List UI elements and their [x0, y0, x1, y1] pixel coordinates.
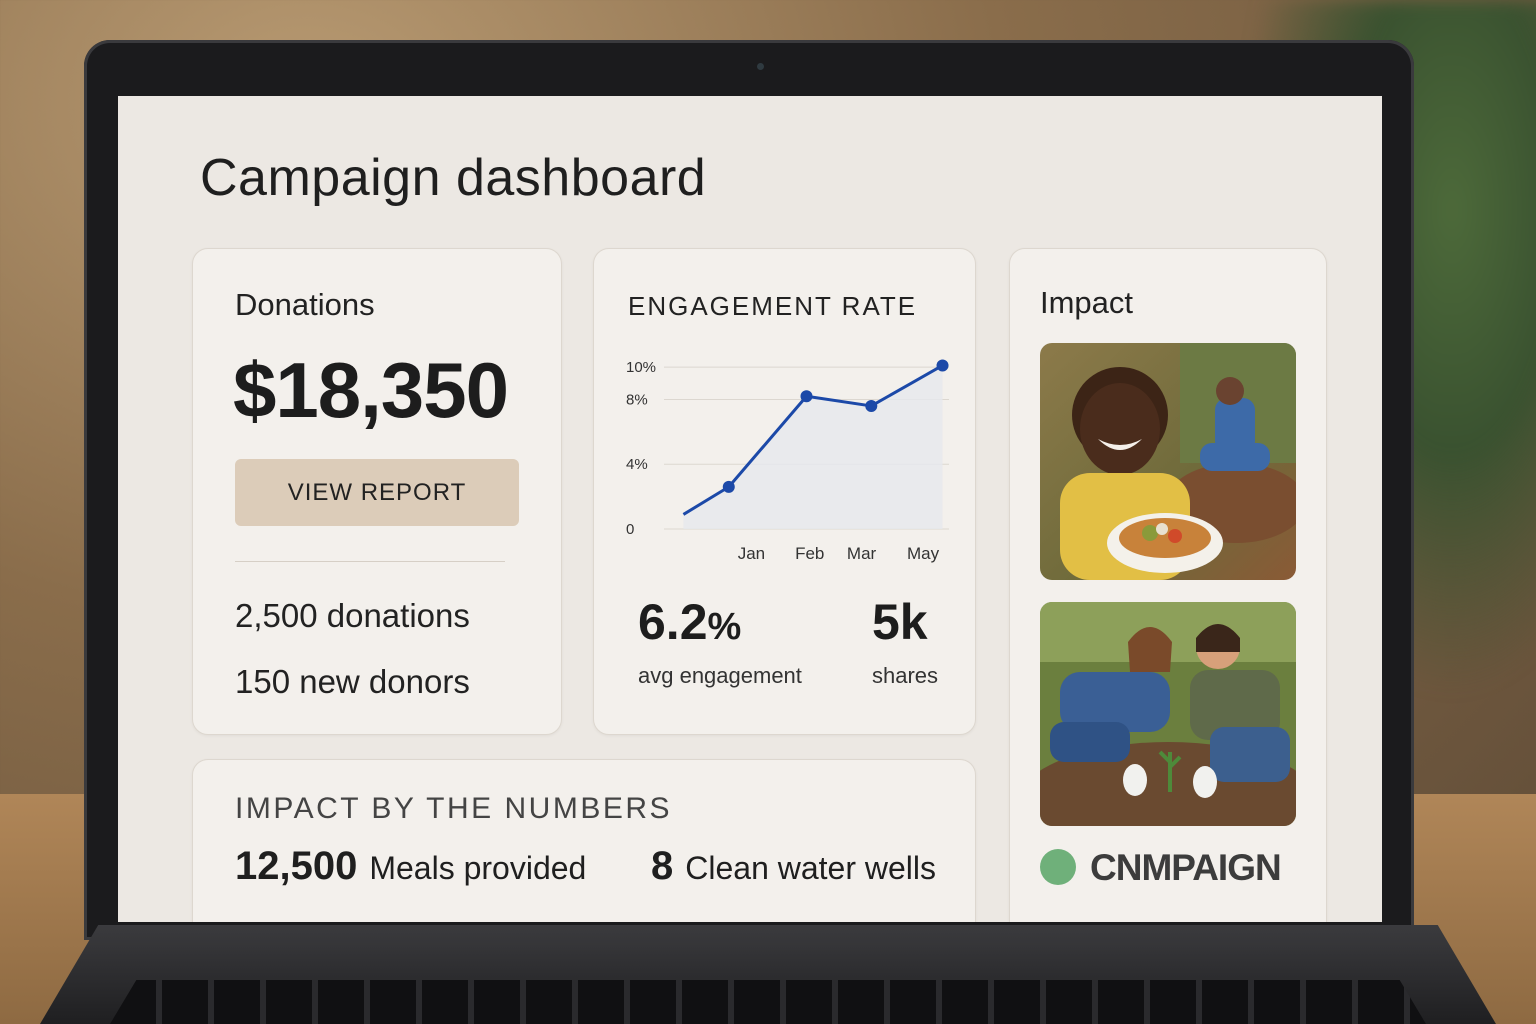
x-tick-label: May: [907, 544, 940, 563]
donations-amount: $18,350: [233, 346, 509, 434]
divider: [235, 561, 505, 562]
y-tick-label: 8%: [626, 391, 648, 408]
impact-card: Impact: [1009, 248, 1327, 922]
wells-stat: 8 Clean water wells: [651, 844, 936, 889]
dashboard-screen: Campaign dashboard Donations $18,350 VIE…: [118, 96, 1382, 922]
y-tick-label: 0: [626, 521, 634, 538]
engagement-title: ENGAGEMENT RATE: [628, 291, 918, 321]
y-tick-label: 4%: [626, 456, 648, 473]
donations-title: Donations: [235, 287, 375, 322]
volunteers-planting-photo: [1040, 602, 1296, 826]
shares-value: 5k: [872, 594, 928, 650]
avg-engagement-value: 6.2%: [638, 593, 741, 651]
page-title: Campaign dashboard: [200, 149, 707, 207]
impact-title: Impact: [1040, 285, 1134, 320]
shares-label: shares: [872, 663, 939, 688]
avg-engagement-number: 6.2: [638, 594, 708, 650]
donations-count: 2,500 donations: [235, 597, 470, 634]
engagement-card: ENGAGEMENT RATE 0 4% 8% 10% Jan Feb Mar May 6.2…: [593, 248, 976, 735]
meals-value: 12,500: [235, 844, 358, 888]
impact-numbers-card: IMPACT BY THE NUMBERS 12,500 Meals provid…: [192, 759, 976, 922]
data-point: [865, 399, 878, 412]
y-tick-label: 10%: [626, 359, 656, 376]
meals-stat: 12,500 Meals provided: [235, 844, 586, 889]
series-area: [683, 365, 943, 529]
child-photo-illustration: [1040, 343, 1296, 580]
child-with-food-photo: [1040, 343, 1296, 580]
engagement-line-chart: 0 4% 8% 10% Jan Feb Mar May: [626, 359, 949, 563]
meals-label: Meals provided: [369, 850, 587, 886]
avg-engagement-unit: %: [707, 606, 742, 648]
donations-card: Donations $18,350 VIEW REPORT 2,500 dona…: [192, 248, 562, 735]
view-report-button[interactable]: VIEW REPORT: [235, 459, 519, 526]
keyboard-keys: [110, 980, 1426, 1024]
wells-label: Clean water wells: [685, 850, 937, 886]
data-point: [722, 480, 735, 493]
avg-engagement-label: avg engagement: [638, 663, 802, 688]
x-tick-label: Jan: [738, 544, 765, 563]
wells-value: 8: [651, 844, 674, 888]
brand-name: CNMPAIGN: [1090, 847, 1282, 888]
data-point: [800, 390, 813, 403]
x-tick-label: Mar: [847, 544, 877, 563]
brand-logo-icon: [1040, 849, 1076, 885]
volunteers-photo-illustration: [1040, 602, 1296, 826]
new-donors-count: 150 new donors: [235, 663, 470, 700]
impact-numbers-title: IMPACT BY THE NUMBERS: [235, 792, 673, 825]
data-point: [936, 359, 949, 372]
x-tick-label: Feb: [795, 544, 824, 563]
webcam: [757, 63, 764, 70]
